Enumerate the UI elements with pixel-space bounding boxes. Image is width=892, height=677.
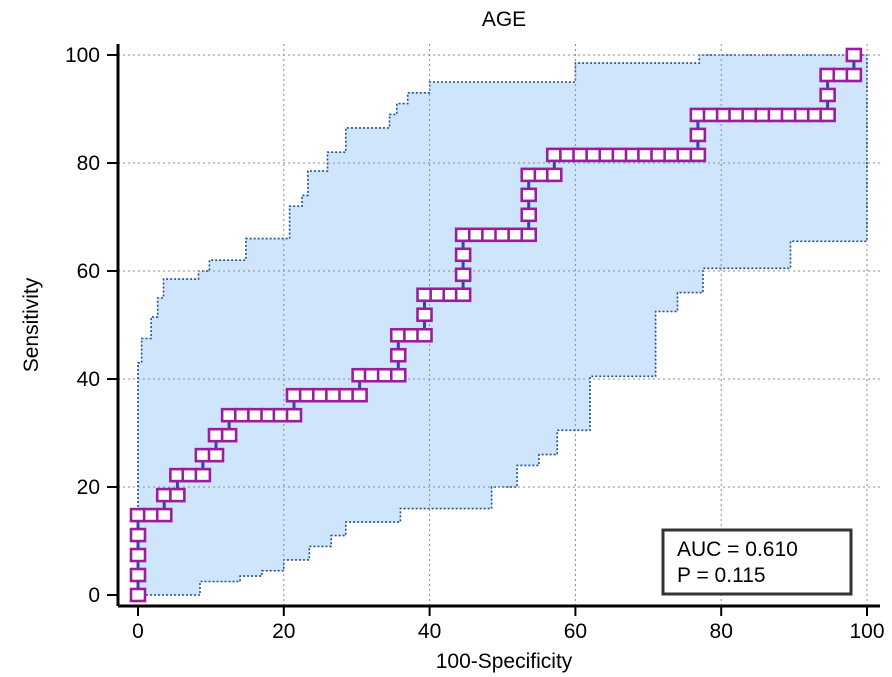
roc-point-marker [454,267,472,283]
roc-point-marker [129,547,147,563]
x-tick-label: 0 [132,620,144,643]
axes [116,44,880,608]
x-tick-label: 100 [849,620,884,643]
roc-point-marker [454,287,472,303]
ci-lower-border [138,55,868,596]
annotation-frame [661,528,853,596]
roc-point-marker [220,427,238,443]
roc-point-marker [689,127,707,143]
roc-point-marker [845,47,863,63]
roc-point-marker [520,187,538,203]
auc-annotation-box: AUC = 0.610 P = 0.115 [661,528,853,596]
x-axis-label: 100-Specificity [436,650,573,673]
grid [118,44,880,606]
confidence-interval-band [137,54,868,596]
roc-point-marker [169,487,186,503]
roc-markers [129,47,863,603]
ci-fill [138,55,867,595]
roc-point-marker [819,107,836,123]
roc-point-marker [129,527,147,543]
auc-text: AUC = 0.610 [677,538,798,561]
roc-point-marker [129,567,147,583]
roc-point-marker [389,347,407,363]
p-value-text: P = 0.115 [677,564,766,587]
roc-point-marker [416,327,433,343]
x-tick-label: 60 [564,620,587,643]
roc-point-marker [129,587,147,603]
y-tick-label: 40 [77,368,100,391]
roc-point-marker [351,387,368,403]
roc-point-marker [689,147,707,163]
roc-point-marker [155,507,173,523]
roc-point-marker [285,407,303,423]
y-tick-label: 100 [65,44,100,67]
y-tick-label: 0 [88,584,100,607]
y-tick-label: 60 [77,260,100,283]
roc-point-marker [520,227,538,243]
roc-point-marker [845,67,863,83]
roc-point-marker [520,207,538,223]
y-tick-label: 80 [77,152,100,175]
roc-point-marker [194,467,212,483]
roc-point-marker [389,367,407,383]
roc-point-marker [545,167,563,183]
x-tick-label: 20 [272,620,295,643]
y-tick-label: 20 [77,476,100,499]
roc-point-marker [416,307,433,323]
roc-point-marker [207,447,225,463]
chart-title: AGE [482,8,526,31]
roc-point-marker [454,247,472,263]
roc-point-marker [819,87,836,103]
x-tick-label: 80 [710,620,733,643]
ticks: 0 20 40 60 80 100 0 20 40 60 80 100 [65,44,885,643]
x-tick-label: 40 [418,620,441,643]
y-axis-label: Sensitivity [20,277,43,372]
